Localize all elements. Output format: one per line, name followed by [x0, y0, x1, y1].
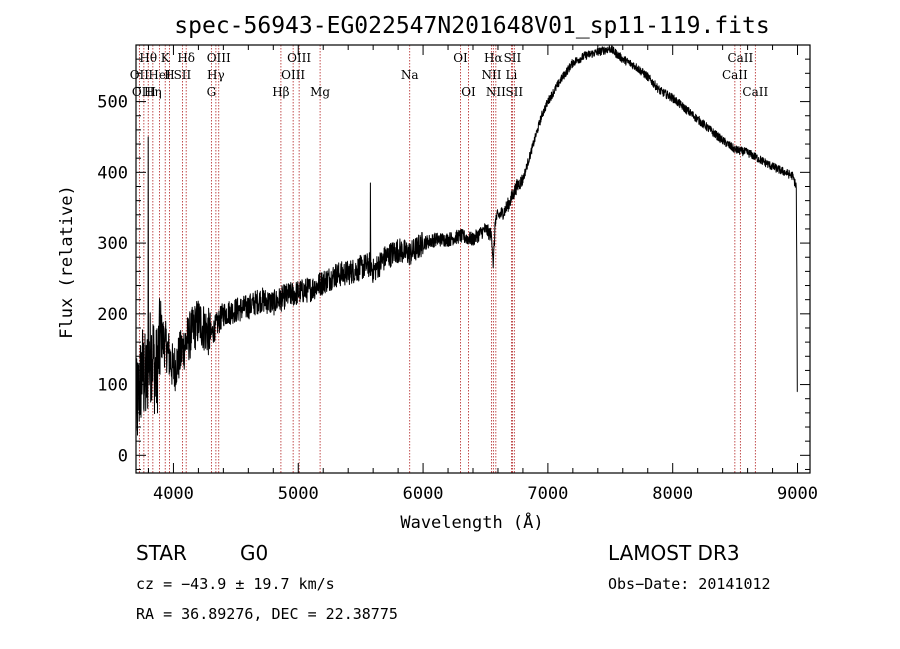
spectral-line-label: SII [504, 51, 522, 65]
spectral-line-label: NII [486, 85, 506, 99]
y-tick-label: 500 [97, 93, 128, 113]
plot-frame [135, 44, 811, 474]
x-tick-label: 9000 [777, 484, 818, 504]
spectral-line-label: Hθ [139, 51, 157, 65]
spectral-line-label: Hη [144, 85, 162, 99]
spectral-line-label: OI [461, 85, 476, 99]
y-tick-label: 400 [97, 163, 128, 183]
spectral-line-label: Hγ [207, 68, 225, 82]
spectral-line-label: OIII [281, 68, 305, 82]
spectral-line-label: CaII [722, 68, 748, 82]
spectral-line-label: Hδ [177, 51, 195, 65]
spectral-line-label: G [207, 85, 217, 99]
spectral-line-label: HeI [148, 68, 171, 82]
flux-series-line [135, 45, 798, 436]
spectral-line-label: CaII [727, 51, 753, 65]
spectral-line-label: H [164, 68, 174, 82]
spectral-line-label: K [161, 51, 171, 65]
x-axis-label: Wavelength (Å) [400, 511, 543, 533]
spectral-line-label: CaII [742, 85, 768, 99]
survey-name: LAMOST DR3 [608, 541, 740, 565]
x-tick-label: 7000 [527, 484, 568, 504]
y-tick-label: 100 [97, 376, 128, 396]
object-class: STAR [136, 541, 187, 565]
x-tick-label: 6000 [403, 484, 444, 504]
spectral-line-label: Li [506, 68, 518, 82]
observation-date: Obs−Date: 20141012 [608, 575, 771, 593]
flux-series-group [135, 45, 798, 436]
spectral-line-label: OIII [287, 51, 311, 65]
spectral-line-label: Na [401, 68, 419, 82]
coordinates: RA = 36.89276, DEC = 22.38775 [136, 605, 398, 623]
x-tick-label: 4000 [153, 484, 194, 504]
spectral-line-label: SII [505, 85, 523, 99]
spectral-line-label: OIII [132, 85, 156, 99]
chart-title: spec-56943-EG022547N201648V01_sp11-119.f… [174, 13, 769, 39]
axes: 4000 5000 6000 7000 8000 9000 0 100 200 300 400 500 [97, 44, 818, 504]
x-tick-label: 5000 [278, 484, 319, 504]
spectral-line-label: Hα [484, 51, 503, 65]
x-tick-label: 8000 [652, 484, 693, 504]
spectral-line-label: OIII [207, 51, 231, 65]
y-tick-label: 0 [118, 446, 128, 466]
y-tick-label: 200 [97, 305, 128, 325]
spectral-line-label: OI [453, 51, 468, 65]
y-tick-label: 300 [97, 234, 128, 254]
spectral-line-label: Hβ [272, 85, 289, 99]
object-subclass: G0 [240, 541, 269, 565]
spectral-line-label: SII [174, 68, 192, 82]
spectral-line-label: OII [130, 68, 150, 82]
spectral-line-markers [138, 45, 756, 473]
redshift-cz: cz = −43.9 ± 19.7 km/s [136, 575, 335, 593]
y-axis-label: Flux (relative) [57, 185, 77, 339]
spectral-line-label: Mg [310, 85, 330, 99]
spectral-line-label: NII [481, 68, 501, 82]
